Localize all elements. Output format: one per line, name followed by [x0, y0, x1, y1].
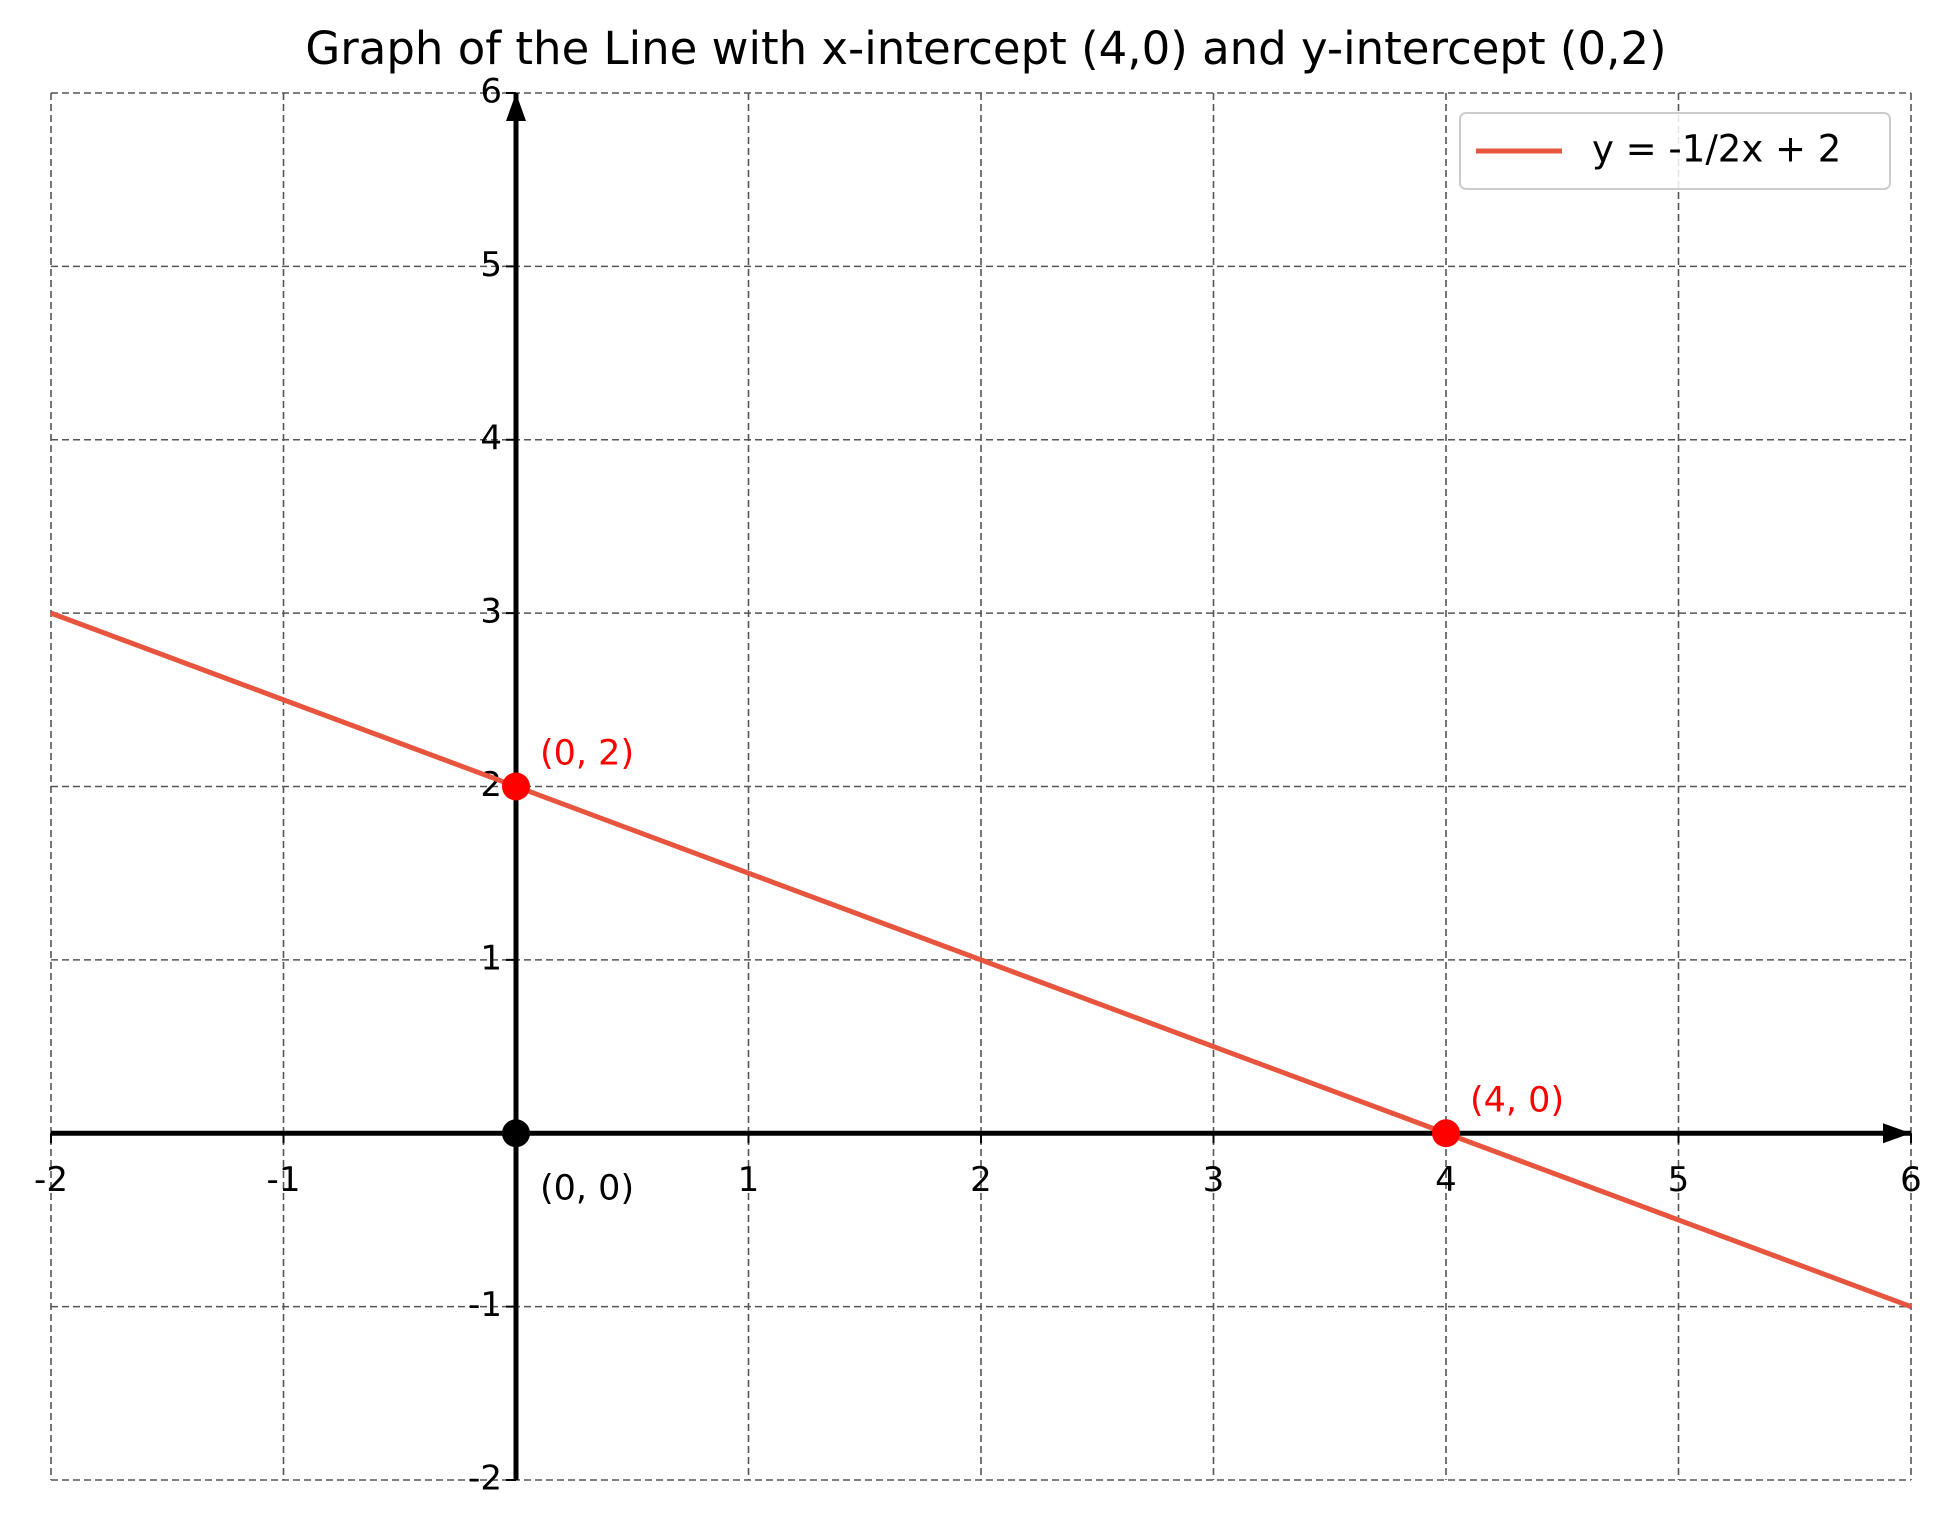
y-axis-arrow — [506, 93, 526, 121]
x-tick-label: -1 — [267, 1160, 301, 1200]
x-tick-label: -2 — [34, 1160, 68, 1200]
y-tick-label: -1 — [468, 1285, 502, 1325]
point-label: (0, 0) — [540, 1168, 634, 1208]
x-tick-label: 1 — [738, 1160, 760, 1200]
y-tick-label: 2 — [480, 765, 502, 805]
point — [502, 772, 530, 801]
y-tick-label: 4 — [480, 418, 502, 458]
y-tick-label: 6 — [480, 72, 502, 112]
x-tick-label: 5 — [1668, 1160, 1690, 1200]
point-label: (0, 2) — [540, 734, 634, 774]
y-tick-label: 5 — [480, 245, 502, 285]
y-tick-label: 3 — [480, 592, 502, 632]
y-tick-label: 1 — [480, 938, 502, 978]
point — [502, 1119, 530, 1148]
legend-box — [1459, 112, 1891, 190]
x-tick-label: 6 — [1900, 1160, 1922, 1200]
y-tick-label: -2 — [468, 1459, 502, 1499]
chart-title: Graph of the Line with x-intercept (4,0)… — [305, 22, 1666, 75]
legend-label: y = -1/2x + 2 — [1592, 128, 1841, 171]
x-axis-arrow — [1883, 1123, 1911, 1144]
x-tick-label: 3 — [1203, 1160, 1225, 1200]
line — [50, 610, 1912, 1309]
x-tick-label: 2 — [970, 1160, 992, 1200]
x-tick-label: 4 — [1435, 1160, 1457, 1200]
point — [1432, 1119, 1460, 1148]
point-label: (4, 0) — [1470, 1080, 1564, 1120]
